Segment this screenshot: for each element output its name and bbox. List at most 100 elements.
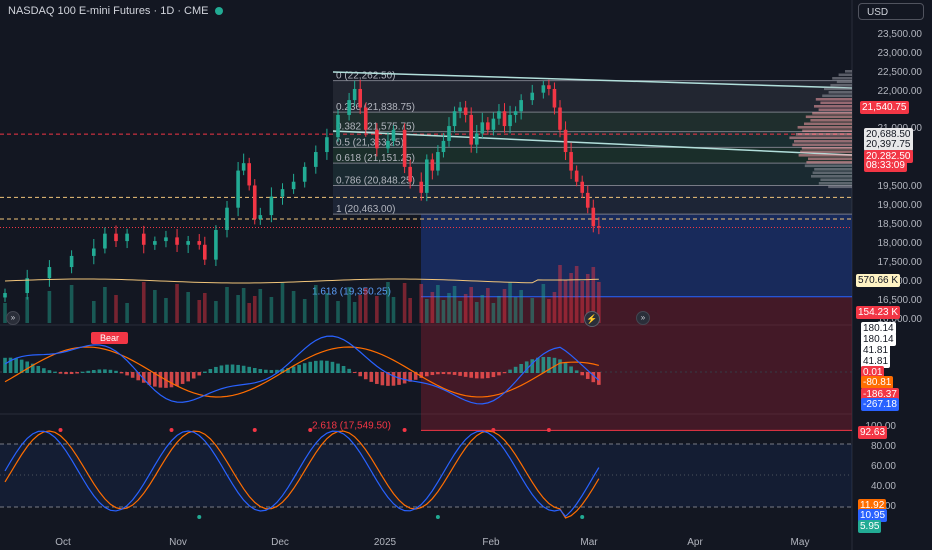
volume-profile-bar (836, 80, 852, 84)
lightning-icon[interactable]: ⚡ (584, 311, 600, 327)
macd-histogram-bar (358, 372, 362, 377)
volume-profile-bar (815, 98, 852, 101)
macd-histogram-bar (286, 367, 290, 373)
volume-bar (114, 295, 118, 323)
stoch-band (0, 444, 852, 507)
candle-body (336, 114, 340, 138)
candle-body (419, 181, 424, 193)
stoch-overbought-dot (252, 428, 257, 432)
volume-bar (513, 297, 518, 323)
symbol-title[interactable]: NASDAQ 100 E-mini Futures · 1D · CME (8, 5, 223, 17)
candle-body (547, 85, 551, 89)
x-axis-label: Feb (482, 537, 500, 548)
macd-histogram-bar (386, 372, 390, 386)
candle-body (552, 88, 557, 108)
price-axis-label: 22,500.00 (878, 67, 923, 78)
volume-profile-bar (838, 73, 852, 77)
macd-histogram-bar (508, 369, 512, 373)
candle-body (69, 255, 74, 268)
scroll-back-button-icon[interactable]: » (6, 311, 20, 325)
macd-histogram-bar (214, 366, 218, 373)
volume-profile-bar (828, 91, 852, 94)
macd-histogram-bar (541, 356, 546, 373)
volume-bar (92, 301, 96, 323)
volume-bar (175, 284, 179, 323)
fib-level-label: 1.618 (19,350.25) (312, 287, 391, 298)
volume-profile-bar (822, 94, 852, 98)
macd-bear-label: Bear (91, 332, 128, 344)
volume-bar (358, 295, 362, 323)
candle-body (430, 159, 435, 171)
x-axis-label: 2025 (374, 537, 397, 548)
macd-histogram-bar (380, 372, 385, 386)
x-axis-label: May (791, 537, 810, 548)
volume-bar (347, 287, 351, 323)
volume-profile-bar (830, 84, 852, 87)
macd-histogram-bar (536, 357, 540, 373)
candle-body (569, 152, 573, 171)
macd-histogram-bar (269, 370, 274, 373)
macd-histogram-bar (180, 372, 185, 384)
fib-zone-1.618 (421, 214, 852, 297)
macd-histogram-bar (208, 369, 213, 373)
candle-body (497, 111, 501, 119)
volume-bar (469, 287, 473, 323)
price-axis-badge: 154.23 K (856, 306, 901, 319)
stoch-overbought-dot (491, 428, 496, 432)
volume-bar (225, 287, 229, 323)
candle-body (386, 140, 390, 149)
candle-body (585, 192, 590, 208)
volume-bar (375, 296, 379, 323)
candle-body (530, 92, 535, 101)
candle-body (269, 196, 274, 216)
volume-profile-bar (820, 178, 852, 182)
volume-profile-bar (832, 77, 852, 80)
candle-body (486, 122, 490, 130)
macd-histogram-bar (64, 372, 68, 375)
volume-bar (580, 281, 584, 323)
candle-body (474, 133, 479, 145)
candle-body (186, 241, 190, 245)
stoch-axis-label: 40.00 (871, 481, 896, 492)
candle-body (125, 233, 129, 242)
macd-histogram-bar (524, 361, 529, 373)
fib-level-label: 0.5 (21,363.25) (336, 137, 404, 148)
candle-body (197, 241, 202, 245)
candle-body (436, 152, 440, 171)
macd-axis-badge: -267.18 (861, 398, 899, 411)
volume-bar (25, 297, 29, 323)
fib-band (333, 131, 852, 148)
volume-bar (480, 295, 485, 323)
fib-level-label: 0.618 (21,151.25) (336, 153, 415, 164)
macd-histogram-bar (203, 371, 207, 373)
stoch-overbought-dot (169, 428, 174, 432)
volume-bar (530, 298, 535, 323)
volume-bar (458, 301, 462, 323)
volume-bar (541, 284, 546, 323)
scroll-forward-button-icon[interactable]: » (636, 311, 650, 325)
volume-bar (574, 266, 579, 323)
candle-body (541, 85, 546, 93)
macd-histogram-bar (585, 372, 590, 379)
volume-bar (386, 282, 390, 323)
macd-histogram-bar (425, 372, 429, 377)
macd-histogram-bar (158, 372, 163, 388)
currency-button[interactable]: USD (858, 3, 924, 20)
stoch-axis-badge: 11.92 (858, 499, 887, 512)
volume-bar (214, 301, 218, 323)
macd-histogram-bar (291, 366, 296, 373)
macd-histogram-bar (25, 361, 29, 373)
x-axis-label: Dec (271, 537, 289, 548)
macd-histogram-bar (463, 372, 468, 377)
volume-profile-bar (810, 119, 852, 122)
macd-histogram-bar (563, 362, 568, 373)
stoch-oversold-dot (435, 515, 440, 519)
macd-histogram-bar (258, 369, 263, 373)
price-axis-label: 19,000.00 (878, 200, 923, 211)
price-axis-label: 23,500.00 (878, 29, 923, 40)
volume-profile-bar (805, 115, 852, 119)
macd-histogram-bar (314, 360, 318, 373)
candle-body (519, 100, 523, 112)
